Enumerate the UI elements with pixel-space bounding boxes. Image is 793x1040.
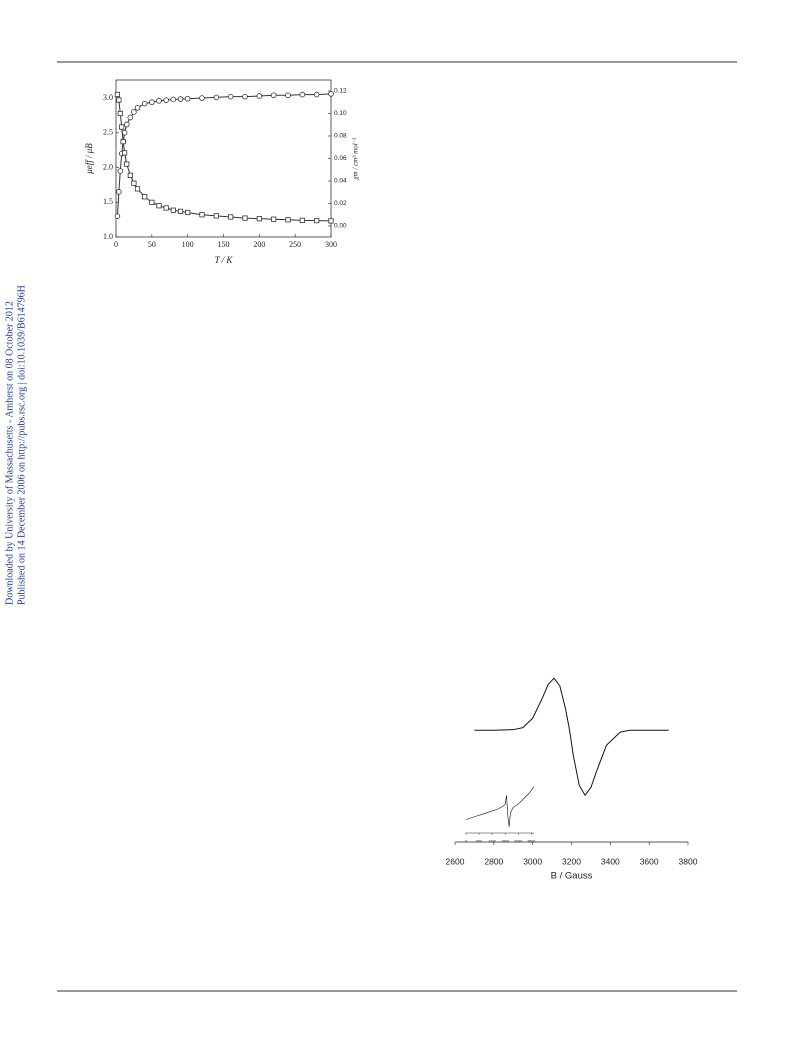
data-point bbox=[142, 194, 148, 200]
data-point bbox=[124, 161, 130, 167]
data-point bbox=[116, 189, 122, 195]
data-point bbox=[213, 94, 220, 101]
x-tick-label: 500 bbox=[476, 839, 482, 843]
x-tick-label: 2000 bbox=[514, 839, 522, 843]
x-tick-label: 1500 bbox=[501, 839, 509, 843]
data-point bbox=[328, 91, 334, 97]
y-axis-label: μeff / μB bbox=[84, 143, 94, 175]
y2-tick-label: 0.08 bbox=[334, 133, 347, 140]
x-tick-label: 150 bbox=[218, 240, 230, 249]
y2-tick-label: 0.04 bbox=[334, 178, 347, 185]
data-point bbox=[270, 92, 277, 99]
x-axis-label: T / K bbox=[215, 255, 234, 265]
y2-tick-label: 0.12 bbox=[334, 88, 347, 95]
x-tick-label: 3800 bbox=[679, 856, 698, 866]
series-line bbox=[116, 93, 332, 217]
data-point bbox=[199, 95, 205, 101]
data-point bbox=[131, 180, 137, 186]
data-point bbox=[134, 186, 141, 192]
data-point bbox=[122, 150, 128, 156]
data-point bbox=[116, 97, 122, 103]
x-tick-label: 3200 bbox=[562, 856, 581, 866]
data-point bbox=[299, 217, 305, 223]
x-tick-label: 50 bbox=[148, 240, 156, 249]
data-point bbox=[227, 93, 234, 100]
data-point bbox=[119, 124, 125, 130]
series-line bbox=[474, 677, 669, 796]
data-point bbox=[156, 203, 162, 209]
data-point bbox=[228, 214, 234, 220]
data-point bbox=[117, 168, 124, 174]
data-point bbox=[131, 109, 137, 115]
data-point bbox=[256, 216, 262, 222]
x-tick-label: 300 bbox=[325, 240, 337, 249]
data-point bbox=[163, 97, 169, 103]
x-tick-label: 3400 bbox=[601, 856, 620, 866]
y-tick-label: 3.0 bbox=[103, 93, 113, 102]
data-point bbox=[149, 199, 155, 205]
data-point bbox=[114, 213, 121, 219]
data-point bbox=[314, 217, 320, 224]
x-tick-label: 1000 bbox=[488, 839, 496, 843]
y2-tick-label: 0.02 bbox=[334, 200, 347, 207]
data-point bbox=[170, 96, 177, 103]
data-point bbox=[177, 96, 184, 102]
data-point bbox=[127, 114, 134, 121]
data-point bbox=[285, 92, 291, 99]
y2-axis-label: χm / cm³ mol⁻¹ bbox=[352, 138, 360, 181]
x-tick-label: 100 bbox=[182, 240, 194, 249]
x-tick-label: 0 bbox=[114, 240, 118, 249]
x-tick-label: 0 bbox=[465, 839, 467, 843]
data-point bbox=[271, 216, 277, 222]
data-point bbox=[156, 98, 162, 104]
y-tick-label: 1.5 bbox=[103, 197, 113, 206]
y2-tick-label: 0.10 bbox=[334, 110, 347, 117]
x-axis-label: B / Gauss bbox=[551, 871, 593, 882]
data-point bbox=[242, 215, 248, 221]
data-point bbox=[285, 217, 291, 223]
data-point bbox=[149, 99, 155, 106]
y-tick-label: 2.0 bbox=[103, 162, 113, 171]
x-tick-label: 2800 bbox=[484, 856, 503, 866]
data-point bbox=[120, 139, 126, 145]
data-point bbox=[184, 95, 191, 102]
data-point bbox=[213, 213, 219, 219]
data-point bbox=[134, 104, 141, 111]
data-point bbox=[114, 91, 121, 97]
data-point bbox=[123, 121, 130, 128]
data-point bbox=[185, 209, 191, 216]
y2-tick-label: 0.06 bbox=[334, 155, 347, 162]
series-line bbox=[465, 786, 535, 827]
data-point bbox=[177, 208, 184, 214]
y2-tick-label: 0.00 bbox=[334, 223, 347, 230]
publication-note: Published on 14 December 2006 on http://… bbox=[16, 285, 27, 605]
plot-frame bbox=[115, 79, 332, 238]
data-point bbox=[163, 205, 169, 211]
data-point bbox=[117, 110, 123, 117]
x-tick-label: 250 bbox=[289, 240, 301, 249]
y-tick-label: 2.5 bbox=[103, 128, 113, 137]
x-tick-label: 200 bbox=[253, 240, 265, 249]
data-point bbox=[242, 93, 248, 100]
data-point bbox=[127, 172, 133, 178]
data-point bbox=[299, 91, 306, 98]
download-note: Downloaded by University of Massachusett… bbox=[4, 301, 15, 605]
data-point bbox=[313, 91, 320, 98]
data-point bbox=[141, 100, 148, 107]
data-point bbox=[199, 212, 205, 218]
y-tick-label: 1.0 bbox=[103, 232, 113, 241]
data-point bbox=[328, 218, 334, 224]
x-tick-label: 2500 bbox=[527, 839, 535, 843]
x-tick-label: 2600 bbox=[446, 856, 465, 866]
data-point bbox=[256, 93, 263, 99]
data-point bbox=[170, 207, 176, 213]
x-tick-label: 3000 bbox=[523, 856, 542, 866]
x-tick-label: 3600 bbox=[640, 856, 659, 866]
